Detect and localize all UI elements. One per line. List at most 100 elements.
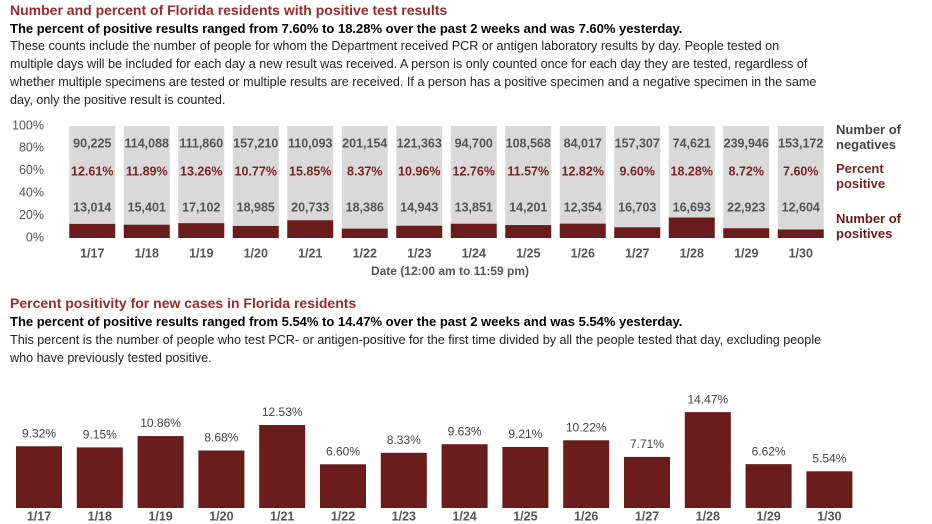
x-tick-label: 1/29 (734, 246, 758, 260)
positives-label: 14,201 (509, 200, 547, 214)
positives-label: 18,386 (346, 200, 384, 214)
negatives-segment (777, 126, 824, 230)
percent-label: 7.60% (783, 164, 818, 178)
legend-entry: Percent positive (836, 161, 886, 191)
x-tick-label: 1/27 (625, 246, 649, 260)
positives-segment (341, 228, 388, 238)
x-tick-label: 1/25 (513, 509, 537, 523)
percent-label: 12.76% (453, 164, 495, 178)
chart-subtitle: The percent of positive results ranged f… (10, 21, 683, 36)
percent-label: 15.85% (289, 164, 331, 178)
positives-label: 12,354 (564, 200, 602, 214)
positives-segment (505, 225, 552, 238)
bar (563, 440, 610, 508)
negatives-label: 153,172 (778, 136, 823, 150)
negatives-label: 157,210 (233, 136, 278, 150)
x-tick-label: 1/21 (298, 246, 322, 260)
value-label: 14.47% (687, 392, 728, 406)
negatives-label: 121,363 (397, 136, 442, 150)
x-tick-label: 1/22 (353, 246, 377, 260)
positives-label: 15,401 (128, 200, 166, 214)
value-label: 12.53% (262, 405, 303, 419)
x-tick-label: 1/24 (462, 246, 486, 260)
negatives-label: 239,946 (724, 136, 769, 150)
positives-segment (668, 217, 715, 238)
bar (745, 464, 792, 508)
chart-title: Number and percent of Florida residents … (10, 2, 448, 18)
x-tick-label: 1/23 (392, 509, 416, 523)
percent-label: 8.37% (347, 164, 382, 178)
positives-label: 13,014 (73, 200, 111, 214)
bar (684, 412, 731, 508)
positives-segment (178, 223, 225, 238)
value-label: 10.22% (566, 420, 607, 434)
x-tick-label: 1/18 (88, 509, 112, 523)
positives-label: 18,985 (237, 200, 275, 214)
bar (441, 444, 488, 508)
bar (76, 447, 123, 508)
y-tick-label: 0% (26, 230, 44, 244)
bar (806, 471, 853, 508)
negatives-segment (614, 125, 661, 228)
negatives-label: 108,568 (506, 136, 551, 150)
positives-segment (723, 228, 770, 238)
x-tick-label: 1/20 (209, 509, 233, 523)
y-tick-label: 100% (12, 118, 44, 132)
percent-label: 10.77% (235, 164, 277, 178)
x-tick-label: 1/28 (680, 246, 704, 260)
x-tick-label: 1/26 (574, 509, 598, 523)
positives-segment (287, 220, 334, 238)
positives-label: 22,923 (727, 200, 765, 214)
positives-segment (614, 227, 661, 238)
negatives-label: 111,860 (179, 136, 223, 150)
value-label: 6.62% (752, 444, 786, 458)
positives-segment (123, 224, 170, 238)
negatives-segment (69, 125, 116, 224)
positives-label: 17,102 (182, 200, 220, 214)
percent-label: 10.96% (398, 164, 440, 178)
bar (320, 464, 366, 508)
positives-label: 12,604 (782, 200, 820, 214)
x-tick-label: 1/30 (789, 246, 813, 260)
bar (137, 436, 184, 508)
negatives-segment (341, 126, 388, 229)
negatives-label: 201,154 (342, 136, 387, 150)
percent-label: 18.28% (671, 164, 713, 178)
positives-segment (232, 225, 279, 238)
legend-entry: Number of positives (836, 211, 901, 241)
bar (380, 452, 427, 508)
x-tick-label: 1/21 (270, 509, 294, 523)
x-tick-label: 1/17 (80, 246, 104, 260)
bar (624, 456, 670, 508)
negatives-segment (396, 126, 443, 226)
y-tick-label: 20% (19, 208, 44, 222)
chart-description: This percent is the number of people who… (10, 333, 822, 365)
x-tick-label: 1/25 (516, 246, 540, 260)
value-label: 9.32% (22, 426, 56, 440)
value-label: 8.68% (204, 431, 238, 445)
percent-label: 9.60% (620, 164, 655, 178)
negatives-label: 157,307 (615, 136, 660, 150)
negatives-label: 114,088 (125, 136, 170, 150)
bar (259, 424, 306, 508)
positives-segment (450, 223, 497, 238)
percent-label: 11.57% (507, 164, 549, 178)
positives-segment (396, 225, 443, 238)
bar (198, 450, 245, 508)
x-tick-label: 1/22 (331, 509, 355, 523)
x-tick-label: 1/19 (189, 246, 213, 260)
negatives-label: 90,225 (73, 136, 111, 150)
value-label: 8.33% (387, 433, 421, 447)
positives-segment (777, 229, 824, 238)
value-label: 7.71% (630, 437, 664, 451)
positives-label: 14,943 (400, 200, 438, 214)
percent-label: 13.26% (180, 164, 222, 178)
y-tick-label: 40% (19, 185, 44, 199)
y-tick-label: 60% (19, 163, 44, 177)
percent-label: 8.72% (729, 164, 764, 178)
negatives-segment (505, 125, 552, 226)
negatives-label: 94,700 (455, 136, 493, 150)
negatives-label: 110,093 (288, 136, 333, 150)
